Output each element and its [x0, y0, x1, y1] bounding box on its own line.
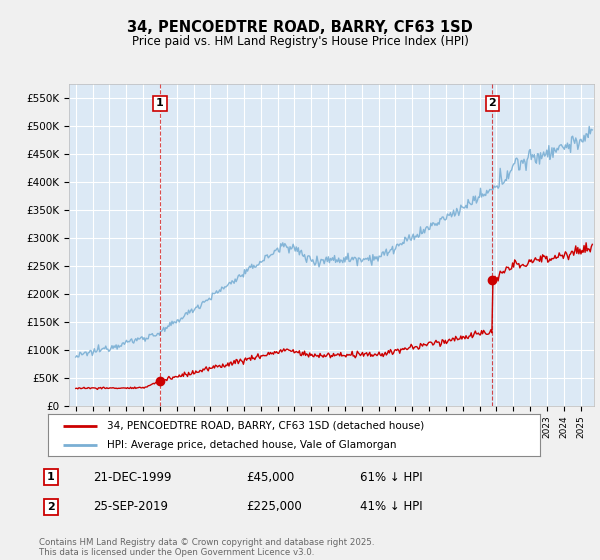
Text: £225,000: £225,000 — [246, 500, 302, 514]
Text: Price paid vs. HM Land Registry's House Price Index (HPI): Price paid vs. HM Land Registry's House … — [131, 35, 469, 48]
Text: 34, PENCOEDTRE ROAD, BARRY, CF63 1SD (detached house): 34, PENCOEDTRE ROAD, BARRY, CF63 1SD (de… — [107, 421, 424, 431]
Text: 34, PENCOEDTRE ROAD, BARRY, CF63 1SD: 34, PENCOEDTRE ROAD, BARRY, CF63 1SD — [127, 20, 473, 35]
Text: 2: 2 — [488, 99, 496, 109]
Text: Contains HM Land Registry data © Crown copyright and database right 2025.
This d: Contains HM Land Registry data © Crown c… — [39, 538, 374, 557]
Text: 61% ↓ HPI: 61% ↓ HPI — [360, 470, 422, 484]
Text: 1: 1 — [156, 99, 164, 109]
Text: 2: 2 — [47, 502, 55, 512]
Text: 25-SEP-2019: 25-SEP-2019 — [93, 500, 168, 514]
Text: HPI: Average price, detached house, Vale of Glamorgan: HPI: Average price, detached house, Vale… — [107, 440, 397, 450]
Text: 41% ↓ HPI: 41% ↓ HPI — [360, 500, 422, 514]
Text: £45,000: £45,000 — [246, 470, 294, 484]
Text: 1: 1 — [47, 472, 55, 482]
Text: 21-DEC-1999: 21-DEC-1999 — [93, 470, 172, 484]
